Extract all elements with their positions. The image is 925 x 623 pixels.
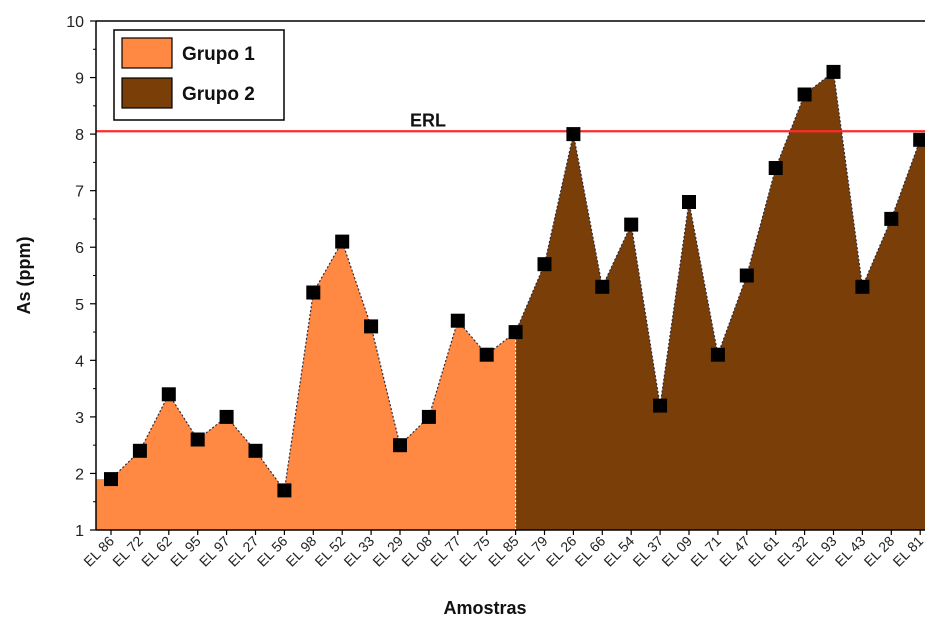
legend-label-grupo-1: Grupo 1 — [182, 44, 255, 65]
data-point — [595, 279, 610, 294]
area-grupo-2 — [515, 71, 925, 531]
marker-layer — [104, 64, 925, 498]
data-point — [508, 325, 523, 340]
data-point — [855, 279, 870, 294]
data-point — [566, 127, 581, 142]
data-point — [710, 347, 725, 362]
x-tick-label: EL 08 — [398, 533, 435, 570]
data-point — [190, 432, 205, 447]
data-point — [393, 438, 407, 453]
area-layer — [96, 71, 925, 531]
y-tick-label: 8 — [75, 127, 84, 144]
data-point — [479, 347, 494, 362]
x-tick-label: EL 29 — [369, 533, 406, 570]
y-tick-label: 2 — [75, 466, 84, 483]
x-axis-title: Amostras — [443, 598, 526, 618]
x-tick-label: EL 85 — [485, 533, 522, 570]
x-tick-label: EL 32 — [774, 533, 811, 570]
y-tick-label: 3 — [75, 410, 84, 427]
x-tick-label: EL 26 — [543, 533, 580, 570]
x-tick-label: EL 61 — [745, 533, 782, 570]
data-point — [826, 64, 841, 79]
x-tick-label: EL 43 — [832, 533, 869, 570]
data-point — [219, 409, 234, 424]
y-tick-label: 7 — [75, 184, 84, 201]
data-point — [913, 132, 925, 147]
area-grupo-1 — [96, 241, 516, 530]
x-tick-label: EL 86 — [80, 533, 117, 570]
data-point — [768, 161, 783, 175]
x-tick-label: EL 66 — [572, 533, 609, 570]
data-point — [132, 443, 147, 458]
data-point — [248, 443, 263, 458]
x-tick-label: EL 72 — [109, 533, 146, 570]
data-point — [364, 319, 379, 334]
data-point — [104, 472, 118, 487]
data-point — [624, 217, 639, 232]
x-tick-label: EL 09 — [658, 533, 695, 570]
data-point — [884, 211, 899, 226]
x-tick-label: EL 28 — [861, 533, 898, 570]
data-point — [797, 87, 812, 102]
data-point — [450, 313, 465, 328]
legend: Grupo 1 Grupo 2 — [113, 29, 285, 121]
data-point — [653, 398, 668, 413]
x-tick-label: EL 37 — [629, 533, 666, 570]
data-point — [306, 285, 321, 300]
x-tick-label: EL 56 — [254, 533, 291, 570]
y-tick-label: 4 — [75, 353, 84, 370]
erl-label: ERL — [410, 110, 446, 130]
data-point — [682, 195, 696, 209]
x-tick-label: EL 71 — [687, 533, 724, 570]
data-point — [335, 234, 350, 249]
y-tick-label: 5 — [75, 297, 84, 314]
data-point — [161, 387, 176, 402]
y-tick-label: 10 — [66, 14, 84, 31]
y-axis-title: As (ppm) — [14, 237, 34, 315]
x-tick-label: EL 27 — [225, 533, 262, 570]
x-tick-label: EL 97 — [196, 533, 233, 570]
x-tick-label: EL 79 — [514, 533, 551, 570]
x-tick-label: EL 33 — [340, 533, 377, 570]
y-tick-label: 9 — [75, 71, 84, 88]
data-point — [537, 257, 552, 272]
reference-line-layer: ERL — [96, 110, 925, 133]
y-tick-label: 6 — [75, 240, 84, 257]
x-tick-label: EL 52 — [311, 533, 348, 570]
data-point — [277, 483, 292, 498]
x-tick-label: EL 62 — [138, 533, 175, 570]
y-tick-label: 1 — [75, 523, 84, 540]
x-tick-label: EL 81 — [889, 533, 925, 570]
x-tick-label: EL 54 — [600, 533, 637, 570]
x-tick-label: EL 98 — [283, 533, 320, 570]
x-tick-label: EL 93 — [803, 533, 840, 570]
data-point — [739, 268, 754, 283]
legend-label-grupo-2: Grupo 2 — [182, 84, 255, 105]
x-tick-label: EL 77 — [427, 533, 464, 570]
x-tick-label: EL 75 — [456, 533, 493, 570]
legend-swatch-grupo-1 — [121, 37, 173, 69]
data-point — [421, 409, 436, 424]
x-tick-label: EL 95 — [167, 533, 204, 570]
legend-swatch-grupo-2 — [121, 77, 173, 109]
x-tick-label: EL 47 — [716, 533, 753, 570]
